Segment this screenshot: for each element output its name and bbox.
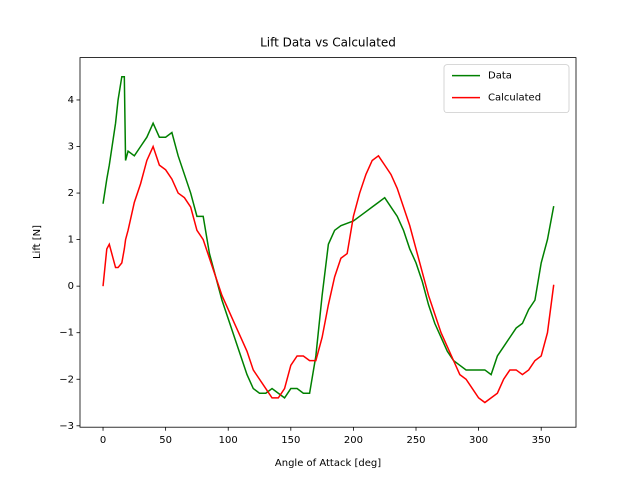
- data-line: [102, 144, 555, 404]
- x-tick-label: 250: [406, 435, 425, 446]
- y-tick-label: −1: [59, 328, 74, 339]
- y-tick-label: −2: [59, 374, 74, 385]
- legend-box: [443, 64, 570, 113]
- data-line: [102, 75, 555, 399]
- legend-label: Data: [488, 71, 512, 82]
- y-tick-label: 0: [68, 281, 74, 292]
- x-tick-label: 200: [344, 435, 363, 446]
- y-tick-label: 2: [68, 188, 74, 199]
- x-tick-label: 0: [100, 435, 106, 446]
- x-tick-label: 50: [159, 435, 172, 446]
- x-tick-label: 100: [219, 435, 238, 446]
- y-tick-label: 4: [68, 95, 74, 106]
- y-axis-label: Lift [N]: [32, 225, 43, 259]
- y-tick-label: 1: [68, 235, 74, 246]
- x-tick-label: 300: [469, 435, 488, 446]
- y-tick-label: −3: [59, 421, 74, 432]
- x-tick-label: 150: [281, 435, 300, 446]
- legend-label: Calculated: [488, 93, 541, 104]
- chart-title: Lift Data vs Calculated: [260, 36, 396, 50]
- y-tick-label: 3: [68, 142, 74, 153]
- plot-frame: [79, 57, 577, 428]
- x-tick-label: 350: [532, 435, 551, 446]
- x-axis-label: Angle of Attack [deg]: [275, 458, 381, 469]
